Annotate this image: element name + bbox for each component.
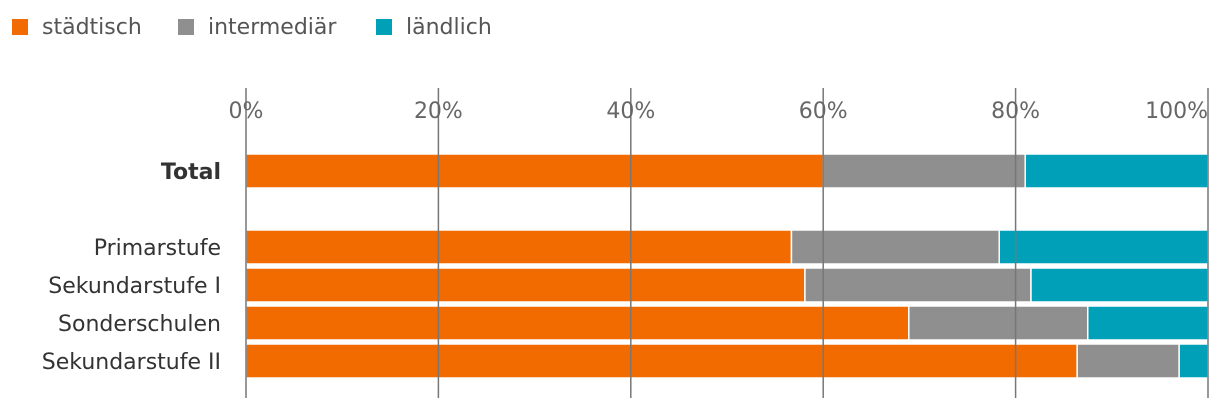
category-labels: Total Primarstufe Sekundarstufe I Sondersch… [42, 160, 221, 375]
x-tick-label-1: 20% [414, 99, 463, 124]
bar-sekundarstufe-ii-landlich [1178, 343, 1209, 379]
bar-primarstufe-intermediar [790, 229, 1000, 265]
bar-total-landlich [1024, 153, 1209, 189]
bar-primarstufe-stadtisch [245, 229, 793, 265]
legend-item-intermediar: intermediär [178, 15, 337, 40]
legend-item-stadtisch: städtisch [12, 15, 142, 40]
legend-label-landlich: ländlich [406, 15, 492, 40]
legend-swatch-intermediar [178, 19, 194, 35]
x-tick-label-2: 40% [606, 99, 655, 124]
x-tick-label-4: 80% [991, 99, 1040, 124]
legend-item-landlich: ländlich [376, 15, 492, 40]
x-tick-label-3: 60% [799, 99, 848, 124]
category-label-sekundarstufe-i: Sekundarstufe I [48, 274, 221, 299]
x-tick-label-0: 0% [229, 99, 264, 124]
bars [245, 153, 1209, 379]
bar-sonderschulen-stadtisch [245, 305, 910, 341]
category-label-sonderschulen: Sonderschulen [58, 312, 221, 337]
bar-sekundarstufe-i-intermediar [804, 267, 1032, 303]
category-label-sekundarstufe-ii: Sekundarstufe II [42, 350, 221, 375]
category-label-primarstufe: Primarstufe [94, 236, 221, 261]
bar-sekundarstufe-ii-intermediar [1076, 343, 1180, 379]
x-axis-ticks: 0% 20% 40% 60% 80% 100% [229, 99, 1208, 124]
legend-swatch-landlich [376, 19, 392, 35]
legend-label-intermediar: intermediär [208, 15, 337, 40]
bar-total-intermediar [822, 153, 1026, 189]
x-tick-label-5: 100% [1145, 99, 1208, 124]
bar-primarstufe-landlich [998, 229, 1209, 265]
bar-sonderschulen-intermediar [908, 305, 1089, 341]
category-label-total: Total [161, 160, 221, 185]
bar-sekundarstufe-i-stadtisch [245, 267, 806, 303]
gridlines [245, 88, 1209, 398]
legend-swatch-stadtisch [12, 19, 28, 35]
bar-sekundarstufe-ii-stadtisch [245, 343, 1078, 379]
bar-total-stadtisch [245, 153, 824, 189]
bar-sekundarstufe-i-landlich [1030, 267, 1209, 303]
legend-label-stadtisch: städtisch [42, 15, 142, 40]
bar-sonderschulen-landlich [1087, 305, 1209, 341]
legend: städtisch intermediär ländlich [12, 15, 492, 40]
